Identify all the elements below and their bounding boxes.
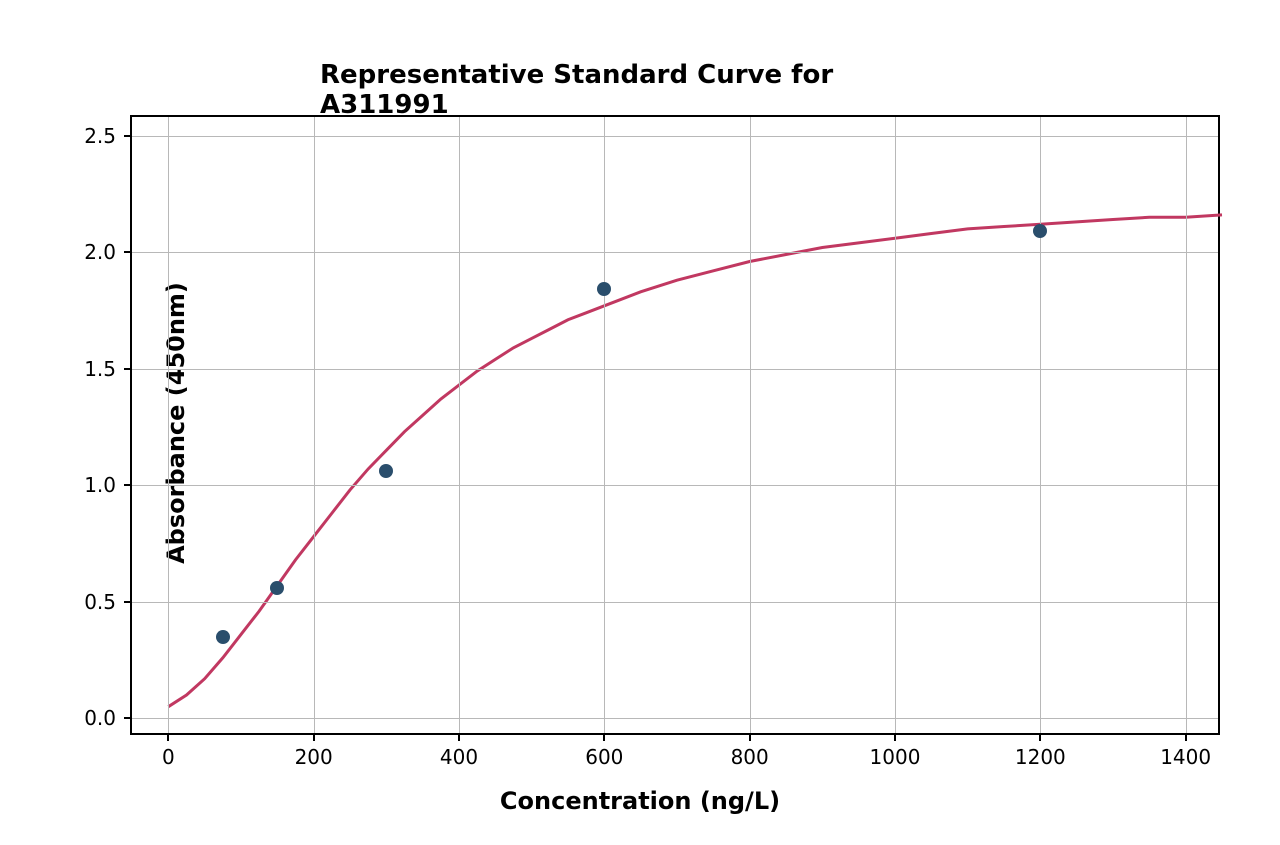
grid-line-horizontal [132, 602, 1218, 603]
x-tick [1185, 733, 1187, 741]
grid-line-vertical [895, 117, 896, 733]
grid-line-vertical [1040, 117, 1041, 733]
grid-line-horizontal [132, 136, 1218, 137]
data-point [270, 581, 284, 595]
y-tick [124, 135, 132, 137]
y-tick [124, 368, 132, 370]
y-tick [124, 484, 132, 486]
x-tick [894, 733, 896, 741]
y-tick-label: 2.0 [84, 240, 116, 264]
x-tick [1039, 733, 1041, 741]
x-tick [749, 733, 751, 741]
grid-line-vertical [168, 117, 169, 733]
grid-line-vertical [1186, 117, 1187, 733]
y-tick-label: 1.0 [84, 473, 116, 497]
x-tick-label: 200 [295, 745, 333, 769]
chart-title: Representative Standard Curve for A31199… [320, 60, 960, 120]
x-tick [313, 733, 315, 741]
grid-line-vertical [314, 117, 315, 733]
y-tick [124, 601, 132, 603]
y-tick [124, 717, 132, 719]
x-tick-label: 1000 [870, 745, 921, 769]
grid-line-horizontal [132, 252, 1218, 253]
data-point [379, 464, 393, 478]
curve-svg [132, 117, 1218, 733]
plot-area: 02004006008001000120014000.00.51.01.52.0… [130, 115, 1220, 735]
x-tick [167, 733, 169, 741]
x-tick-label: 800 [731, 745, 769, 769]
y-tick-label: 0.5 [84, 590, 116, 614]
grid-line-horizontal [132, 718, 1218, 719]
x-tick [458, 733, 460, 741]
y-tick-label: 1.5 [84, 357, 116, 381]
y-tick [124, 251, 132, 253]
grid-line-vertical [750, 117, 751, 733]
y-tick-label: 0.0 [84, 706, 116, 730]
x-tick-label: 1200 [1015, 745, 1066, 769]
x-tick [603, 733, 605, 741]
chart-container: Representative Standard Curve for A31199… [0, 0, 1280, 845]
x-tick-label: 400 [440, 745, 478, 769]
data-point [1033, 224, 1047, 238]
data-point [597, 282, 611, 296]
grid-line-horizontal [132, 485, 1218, 486]
x-tick-label: 600 [585, 745, 623, 769]
data-point [216, 630, 230, 644]
x-tick-label: 1400 [1160, 745, 1211, 769]
grid-line-vertical [459, 117, 460, 733]
x-tick-label: 0 [162, 745, 175, 769]
y-tick-label: 2.5 [84, 124, 116, 148]
x-axis-label: Concentration (ng/L) [500, 787, 780, 815]
grid-line-vertical [604, 117, 605, 733]
fitted-curve [168, 215, 1222, 707]
grid-line-horizontal [132, 369, 1218, 370]
